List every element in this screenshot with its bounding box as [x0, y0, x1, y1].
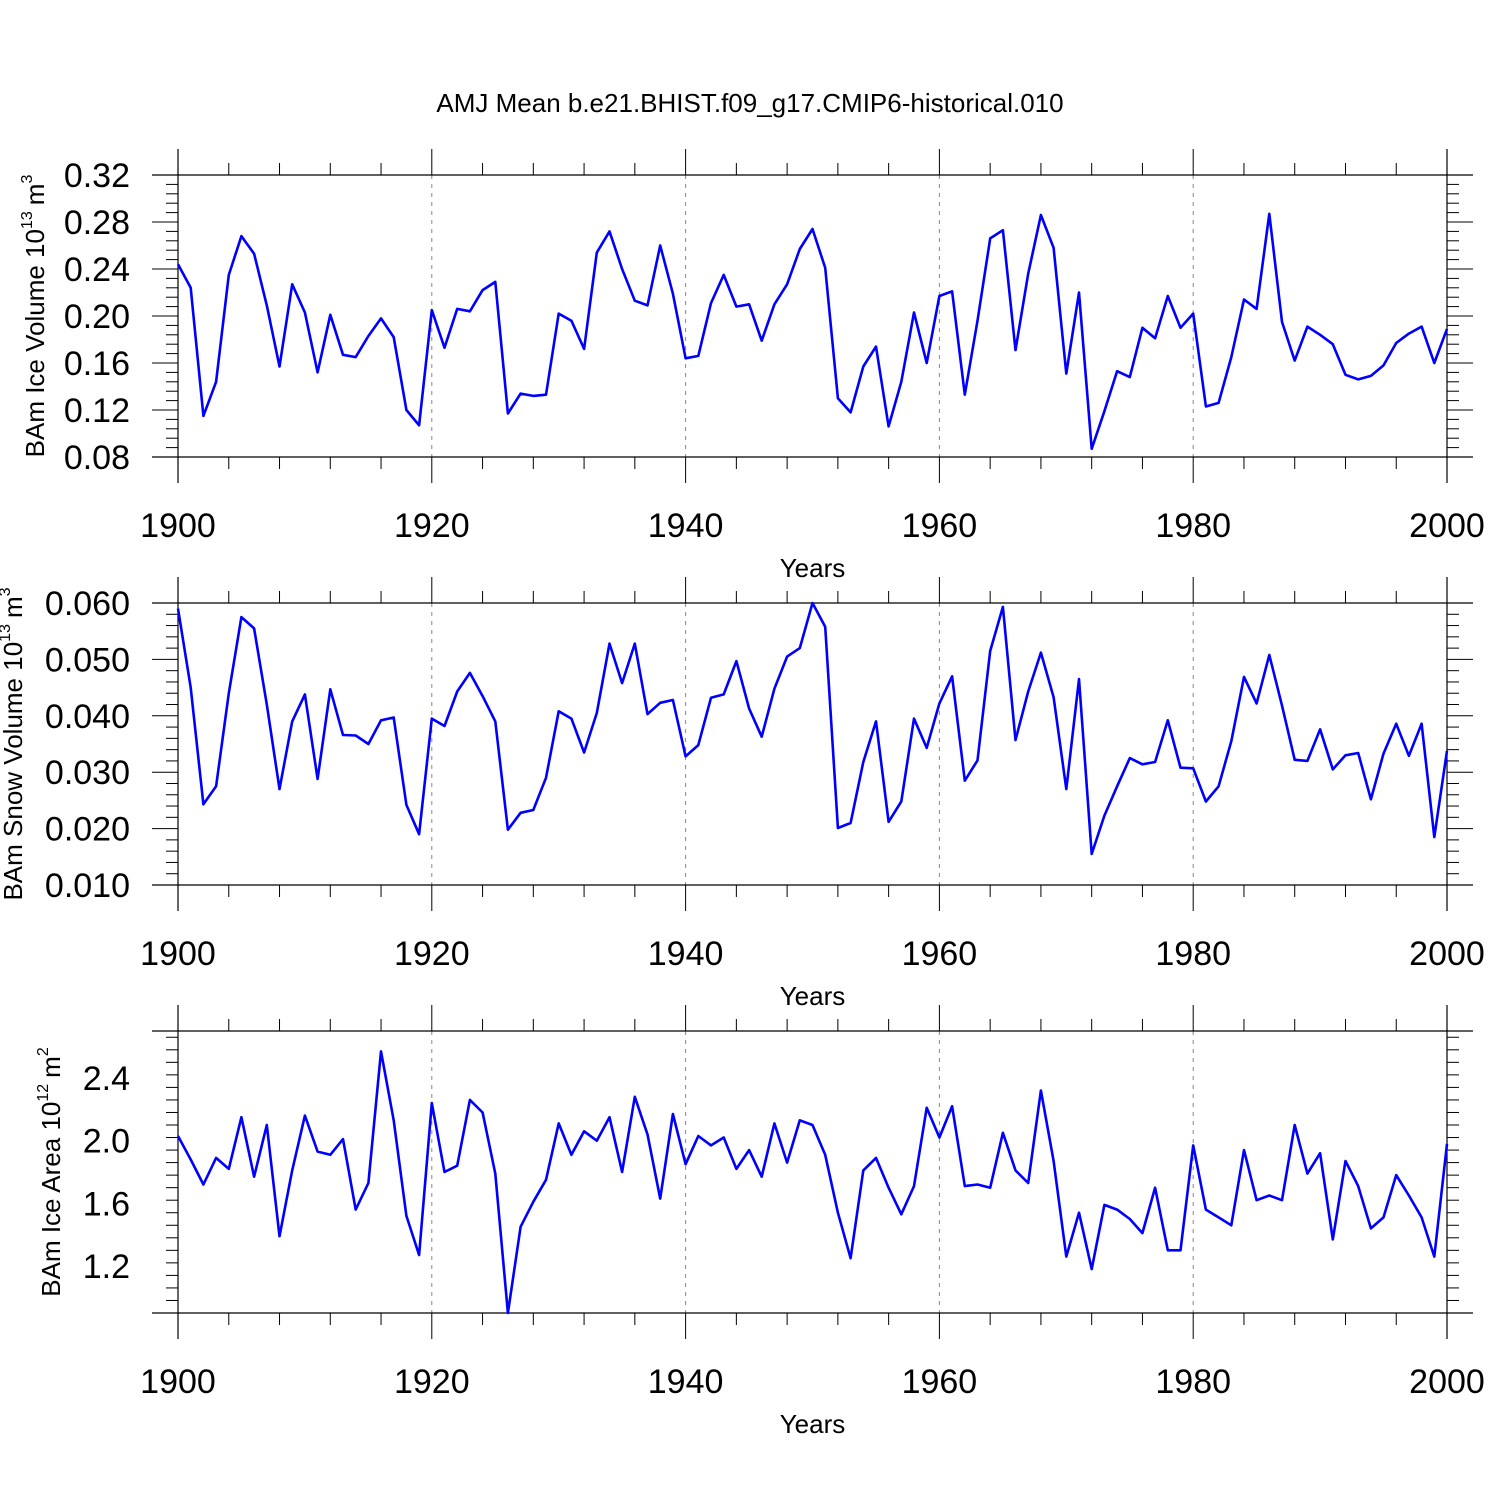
y-tick-label: 0.010: [45, 867, 130, 905]
y-tick-label: 0.040: [45, 698, 130, 736]
x-axis-label: Years: [780, 553, 846, 583]
y-tick-label: 0.16: [64, 345, 130, 383]
x-tick-label: 1940: [648, 935, 724, 973]
x-tick-label: 2000: [1409, 507, 1485, 545]
y-label-exponent: 13: [0, 624, 14, 642]
x-tick-label: 1900: [140, 1363, 216, 1401]
panel-ice-area: 1900 1920 1940 1960 1980 2000 1.2 1.6 2.0 2.4 Year…: [35, 1005, 1485, 1439]
x-tick-label: 1960: [902, 1363, 978, 1401]
x-tick-label: 1920: [394, 935, 470, 973]
series-line: [176, 601, 1449, 856]
x-tick-label: 1980: [1155, 1363, 1231, 1401]
series-line: [176, 212, 1449, 451]
y-tick-label: 1.6: [83, 1185, 130, 1223]
series-line: [176, 1050, 1449, 1315]
y-label-unit: m: [36, 1056, 66, 1078]
y-tick-label: 0.28: [64, 204, 130, 242]
y-label-unit-exponent: 2: [35, 1047, 52, 1056]
y-tick-label: 0.08: [64, 439, 130, 477]
x-tick-label: 1960: [902, 507, 978, 545]
figure-title: AMJ Mean b.e21.BHIST.f09_g17.CMIP6-histo…: [436, 88, 1063, 118]
y-label-unit: m: [0, 596, 28, 618]
y-tick-label: 1.2: [83, 1248, 130, 1286]
x-tick-label: 1940: [648, 507, 724, 545]
x-tick-label: 1920: [394, 507, 470, 545]
panel-ice-volume: 1900 1920 1940 1960 1980 2000 0.08 0.12 0.16 0.20…: [19, 149, 1485, 583]
y-tick-label: 0.20: [64, 298, 130, 336]
x-tick-label: 1980: [1155, 935, 1231, 973]
x-tick-label: 2000: [1409, 935, 1485, 973]
y-axis-label: BAm Ice Volume 1013 m3: [19, 175, 50, 458]
y-tick-label: 0.050: [45, 641, 130, 679]
x-tick-label: 1940: [648, 1363, 724, 1401]
x-axis-label: Years: [780, 981, 846, 1011]
y-label-unit-exponent: 3: [19, 175, 36, 184]
x-axis-label: Years: [780, 1409, 846, 1439]
y-tick-label: 0.32: [64, 157, 130, 195]
y-tick-label: 2.0: [83, 1123, 130, 1161]
x-tick-label: 1980: [1155, 507, 1231, 545]
y-axis-label: BAm Ice Area 1012 m2: [35, 1047, 66, 1297]
y-axis-label: BAm Snow Volume 1013 m3: [0, 587, 28, 900]
x-tick-label: 1920: [394, 1363, 470, 1401]
y-label-unit: m: [20, 184, 50, 206]
x-tick-label: 1900: [140, 935, 216, 973]
y-tick-label: 0.060: [45, 585, 130, 623]
x-tick-label: 2000: [1409, 1363, 1485, 1401]
y-label-unit-exponent: 3: [0, 587, 14, 596]
y-tick-label: 0.12: [64, 392, 130, 430]
y-label-exponent: 13: [19, 211, 36, 229]
y-label-main: BAm Snow Volume 10: [0, 642, 28, 901]
y-tick-label: 0.030: [45, 754, 130, 792]
panel-snow-volume: 1900 1920 1940 1960 1980 2000 0.010 0.020 0.030 0…: [0, 577, 1485, 1011]
y-label-main: BAm Ice Volume 10: [20, 229, 50, 457]
y-tick-label: 0.020: [45, 811, 130, 849]
y-tick-label: 2.4: [83, 1060, 130, 1098]
x-tick-label: 1960: [902, 935, 978, 973]
y-label-exponent: 12: [35, 1084, 52, 1102]
x-tick-label: 1900: [140, 507, 216, 545]
y-label-main: BAm Ice Area 10: [36, 1102, 66, 1297]
y-tick-label: 0.24: [64, 251, 130, 289]
